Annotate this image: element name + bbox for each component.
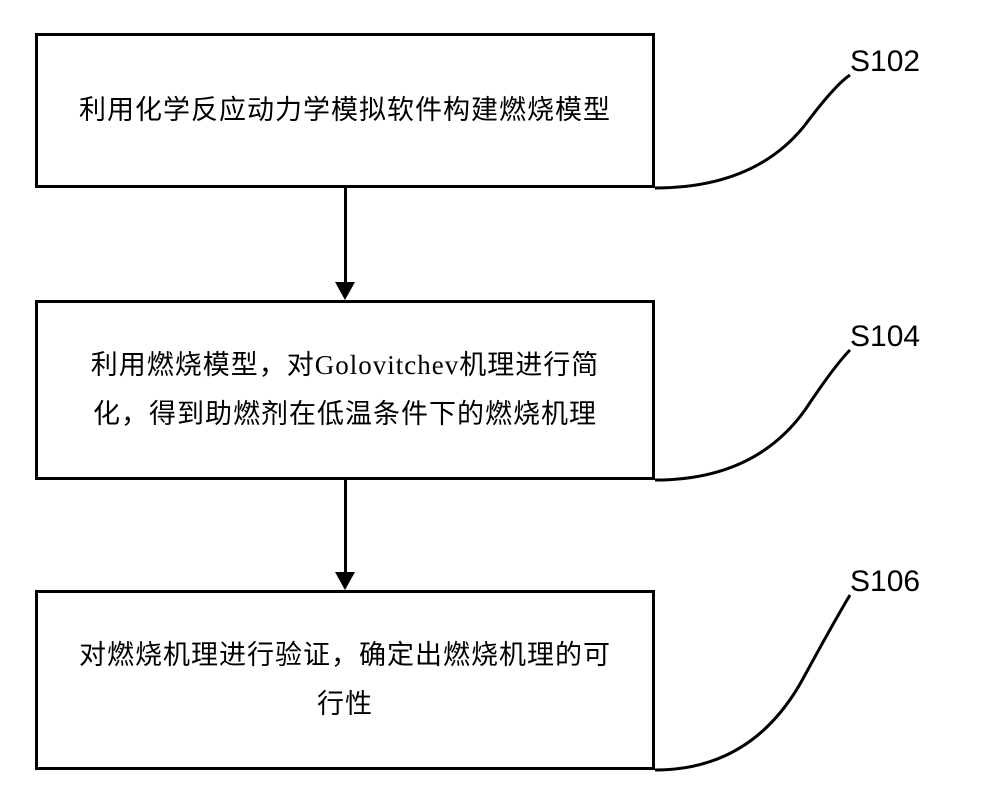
flow-box-2: 利用燃烧模型，对Golovitchev机理进行简化，得到助燃剂在低温条件下的燃烧… bbox=[35, 300, 655, 480]
step-label-3: S106 bbox=[850, 565, 920, 599]
step-label-1: S102 bbox=[850, 45, 920, 79]
step-label-2: S104 bbox=[850, 320, 920, 354]
connector-1 bbox=[655, 45, 855, 195]
connector-3 bbox=[655, 565, 855, 775]
flow-box-1-text: 利用化学反应动力学模拟软件构建燃烧模型 bbox=[79, 86, 611, 135]
flowchart-container: 利用化学反应动力学模拟软件构建燃烧模型 利用燃烧模型，对Golovitchev机… bbox=[0, 0, 1000, 807]
flow-box-2-text: 利用燃烧模型，对Golovitchev机理进行简化，得到助燃剂在低温条件下的燃烧… bbox=[68, 341, 622, 438]
arrow-2-3-line bbox=[344, 480, 347, 572]
flow-box-3: 对燃烧机理进行验证，确定出燃烧机理的可行性 bbox=[35, 590, 655, 770]
arrow-2-3-head bbox=[335, 572, 355, 590]
flow-box-1: 利用化学反应动力学模拟软件构建燃烧模型 bbox=[35, 33, 655, 188]
flow-box-3-text: 对燃烧机理进行验证，确定出燃烧机理的可行性 bbox=[68, 631, 622, 728]
arrow-1-2-head bbox=[335, 282, 355, 300]
arrow-1-2-line bbox=[344, 188, 347, 282]
connector-2 bbox=[655, 320, 855, 485]
